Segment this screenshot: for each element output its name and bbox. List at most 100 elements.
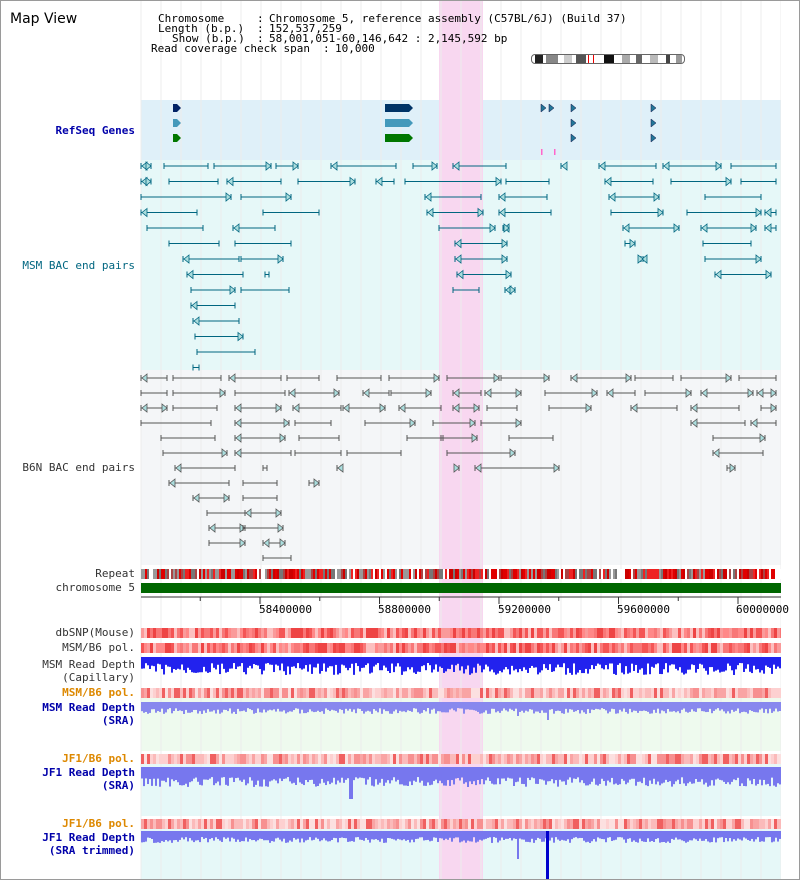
msm-b6-pol-cell <box>759 688 762 698</box>
msm-b6-pol-cell <box>690 643 693 653</box>
jf1-sra-depth-bar <box>593 767 595 779</box>
msm-bac-end-marker <box>457 269 464 280</box>
msm-capillary-depth-bar <box>657 657 659 664</box>
jf1-trim-depth-bar <box>235 831 237 842</box>
jf1-b6-pol-cell <box>333 754 336 764</box>
msm-capillary-depth-bar <box>693 657 695 666</box>
msm-sra-depth-bar <box>531 702 533 710</box>
jf1-sra-depth-bar <box>487 767 489 778</box>
msm-b6-pol-cell <box>408 643 411 653</box>
jf1-sra-depth-bar <box>255 767 257 785</box>
dbsnp-density-cell <box>237 628 240 638</box>
jf1-sra-depth-bar <box>387 767 389 781</box>
msm-b6-pol-cell <box>585 643 588 653</box>
jf1-trim-depth-bar <box>619 831 621 838</box>
msm-b6-pol-cell <box>285 643 288 653</box>
b6n-bac-end-marker <box>235 433 242 443</box>
jf1-sra-depth-bar <box>645 767 647 786</box>
refseq-gene-marker <box>650 118 657 128</box>
jf1-sra-depth-bar <box>447 767 449 781</box>
repeat-segment <box>247 569 249 579</box>
repeat-segment <box>291 569 293 579</box>
msm-b6-pol-cell <box>465 643 468 653</box>
repeat-segment <box>267 569 269 579</box>
msm-sra-depth-bar <box>441 702 443 713</box>
jf1-b6-pol-cell <box>288 819 291 829</box>
repeat-segment <box>351 569 353 579</box>
jf1-trim-depth-bar <box>757 831 759 838</box>
dbsnp-density-cell <box>333 628 336 638</box>
msm-sra-depth-bar <box>237 702 239 709</box>
msm-b6-pol-cell <box>543 643 546 653</box>
msm-capillary-depth-bar <box>741 657 743 664</box>
repeat-segment <box>407 569 409 579</box>
jf1-b6-pol-cell <box>177 819 180 829</box>
msm-b6-pol-cell <box>567 643 570 653</box>
jf1-b6-pol-cell <box>297 754 300 764</box>
dbsnp-density-cell <box>414 628 417 638</box>
msm-capillary-depth-bar <box>317 657 319 664</box>
msm-sra-depth-bar <box>701 702 703 712</box>
repeat-segment <box>305 569 307 579</box>
msm-bac-end-marker <box>237 331 244 342</box>
repeat-segment <box>559 569 561 579</box>
repeat-segment <box>427 569 429 579</box>
msm-b6-pol-cell <box>252 643 255 653</box>
msm-capillary-depth-bar <box>753 657 755 666</box>
jf1-b6-pol-cell <box>234 754 237 764</box>
repeat-segment <box>355 569 357 579</box>
jf1-b6-pol-cell <box>141 754 144 764</box>
jf1-sra-depth-bar <box>249 767 251 778</box>
jf1-sra-depth-bar <box>543 767 545 781</box>
jf1-trim-depth-bar <box>747 831 749 840</box>
jf1-b6-pol-cell <box>594 754 597 764</box>
b6n-bac-end-marker <box>515 418 522 428</box>
jf1-b6-pol-cell <box>192 819 195 829</box>
jf1-b6-pol-cell <box>429 754 432 764</box>
msm-b6-pol-cell <box>399 643 402 653</box>
jf1-b6-pol-cell <box>363 819 366 829</box>
msm-b6-pol-cell <box>354 688 357 698</box>
jf1-trim-depth-bar <box>581 831 583 838</box>
jf1-sra-depth-bar <box>401 767 403 785</box>
msm-capillary-depth-bar <box>579 657 581 671</box>
repeat-segment <box>701 569 703 579</box>
jf1-trim-depth-bar <box>227 831 229 838</box>
jf1-trim-depth-bar <box>705 831 707 839</box>
repeat-segment <box>609 569 611 579</box>
jf1-b6-pol-cell <box>543 754 546 764</box>
jf1-b6-pol-cell <box>162 819 165 829</box>
jf1-b6-pol-cell <box>729 754 732 764</box>
jf1-sra-depth-bar <box>733 767 735 780</box>
msm-capillary-depth-bar <box>179 657 181 670</box>
jf1-trim-depth-bar <box>311 831 313 841</box>
jf1-sra-depth-bar <box>653 767 655 779</box>
msm-capillary-depth-bar <box>775 657 777 669</box>
jf1-b6-pol-cell <box>291 754 294 764</box>
dbsnp-density-cell <box>270 628 273 638</box>
jf1-b6-pol-cell <box>402 754 405 764</box>
jf1-b6-pol-cell <box>549 819 552 829</box>
msm-b6-pol-cell <box>150 688 153 698</box>
jf1-sra-depth-bar <box>211 767 213 778</box>
msm-b6-pol-cell <box>705 688 708 698</box>
jf1-sra-depth-bar <box>323 767 325 783</box>
b6n-bac-end-marker <box>469 418 476 428</box>
msm-sra-depth-bar <box>249 702 251 710</box>
msm-b6-pol-cell <box>255 688 258 698</box>
jf1-trim-depth-bar <box>217 831 219 840</box>
jf1-b6-pol-cell <box>681 819 684 829</box>
msm-b6-pol-cell <box>462 688 465 698</box>
jf1-sra-depth-bar <box>587 767 589 786</box>
msm-capillary-depth-bar <box>173 657 175 669</box>
msm-b6-pol-cell <box>693 688 696 698</box>
msm-sra-depth-bar <box>665 702 667 714</box>
repeat-segment <box>675 569 677 579</box>
repeat-segment <box>715 569 717 579</box>
chromosome-ideogram[interactable] <box>531 54 685 64</box>
msm-bac-end-marker <box>145 161 152 171</box>
jf1-b6-pol-cell <box>711 754 714 764</box>
jf1-b6-pol-cell <box>585 819 588 829</box>
jf1-b6-pol-cell <box>699 754 702 764</box>
